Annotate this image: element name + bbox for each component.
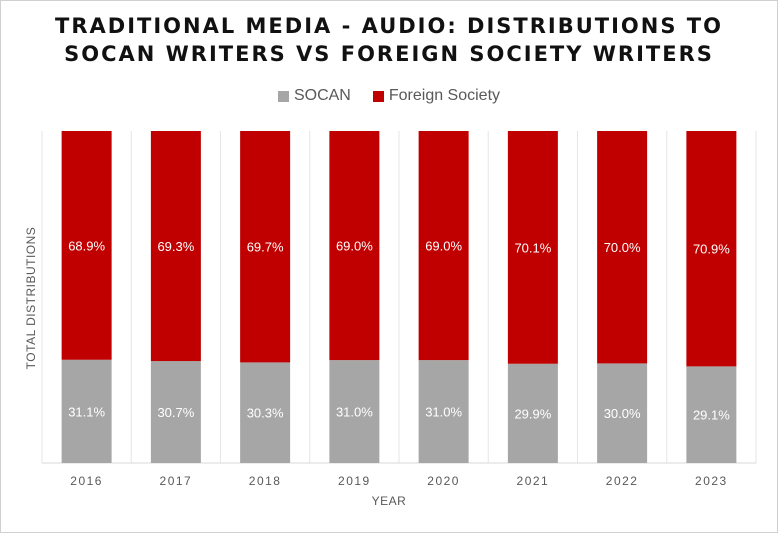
x-tick-label: 2016 xyxy=(70,474,103,488)
legend-item-foreign-society: Foreign Society xyxy=(372,87,501,105)
data-label-socan-2021: 29.9% xyxy=(514,406,551,421)
bar-socan-2017 xyxy=(150,361,201,463)
x-tick-label: 2017 xyxy=(160,474,193,488)
legend-swatch-socan xyxy=(277,90,289,102)
bar-socan-2019 xyxy=(329,360,380,463)
data-label-socan-2023: 29.1% xyxy=(693,408,730,423)
x-tick-label: 2023 xyxy=(695,474,728,488)
data-label-socan-2020: 31.0% xyxy=(425,405,462,420)
bar-socan-2023 xyxy=(686,366,737,463)
bar-socan-2016 xyxy=(61,359,112,463)
x-axis-label: YEAR xyxy=(371,494,407,508)
bar-foreign-society-2022 xyxy=(597,131,648,364)
data-label-foreign-society-2021: 70.1% xyxy=(514,240,551,255)
x-tick-label: 2019 xyxy=(338,474,371,488)
data-label-foreign-society-2016: 68.9% xyxy=(68,238,105,253)
data-label-foreign-society-2018: 69.7% xyxy=(247,240,284,255)
legend-label-foreign-society: Foreign Society xyxy=(388,87,501,104)
legend-item-socan: SOCAN xyxy=(277,87,351,105)
data-label-foreign-society-2019: 69.0% xyxy=(336,239,373,254)
x-tick-label: 2018 xyxy=(249,474,282,488)
x-tick-label: 2021 xyxy=(517,474,550,488)
chart-title-line-1: TRADITIONAL MEDIA - AUDIO: DISTRIBUTIONS… xyxy=(55,14,723,38)
legend-swatch-foreign-society xyxy=(372,90,384,102)
data-label-socan-2019: 31.0% xyxy=(336,405,373,420)
bar-foreign-society-2016 xyxy=(61,131,112,360)
bar-foreign-society-2019 xyxy=(329,131,380,361)
bar-foreign-society-2017 xyxy=(150,131,201,362)
chart-title-line-2: SOCAN WRITERS VS FOREIGN SOCIETY WRITERS xyxy=(64,42,714,66)
bar-foreign-society-2021 xyxy=(507,131,558,364)
data-label-socan-2018: 30.3% xyxy=(247,406,284,421)
bar-socan-2021 xyxy=(507,363,558,463)
legend-label-socan: SOCAN xyxy=(293,87,351,104)
chart-legend: SOCAN Foreign Society xyxy=(0,87,778,105)
bar-socan-2018 xyxy=(240,362,291,463)
bar-foreign-society-2018 xyxy=(240,131,291,363)
data-label-foreign-society-2022: 70.0% xyxy=(604,240,641,255)
data-label-socan-2022: 30.0% xyxy=(604,406,641,421)
data-label-socan-2017: 30.7% xyxy=(157,405,194,420)
bar-socan-2020 xyxy=(418,360,469,463)
chart-title: TRADITIONAL MEDIA - AUDIO: DISTRIBUTIONS… xyxy=(0,12,778,68)
bar-foreign-society-2023 xyxy=(686,131,737,367)
bar-socan-2022 xyxy=(597,363,648,463)
data-label-foreign-society-2017: 69.3% xyxy=(157,239,194,254)
x-tick-label: 2020 xyxy=(427,474,460,488)
bar-foreign-society-2020 xyxy=(418,131,469,361)
data-label-socan-2016: 31.1% xyxy=(68,404,105,419)
x-tick-label: 2022 xyxy=(606,474,639,488)
data-label-foreign-society-2023: 70.9% xyxy=(693,242,730,257)
data-label-foreign-society-2020: 69.0% xyxy=(425,239,462,254)
